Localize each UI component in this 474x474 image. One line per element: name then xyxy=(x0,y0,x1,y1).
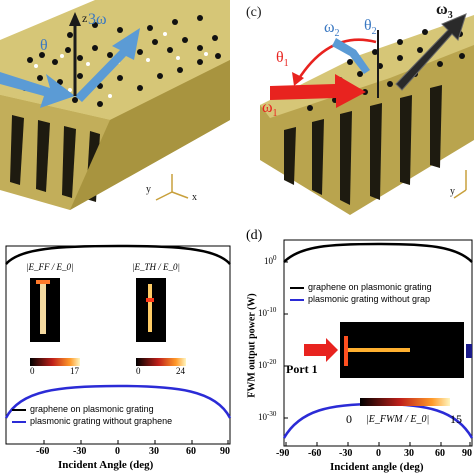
inset-th-label: |E_TH / E_0| xyxy=(132,262,180,272)
panel-b-xtick-3: 30 xyxy=(149,446,159,457)
panel-c-figure: (c) ω2 θ2 ω3 θ1 ω1 y xyxy=(240,0,474,222)
ff-cbar-max: 17 xyxy=(70,366,79,376)
y-axis-label: y xyxy=(146,184,151,195)
ff-colorbar xyxy=(30,358,80,366)
omega1-beam-arrow xyxy=(270,74,366,108)
incident-beam-arrow xyxy=(0,72,75,108)
theta-label: θ xyxy=(40,37,48,54)
series-no-graphene-curve xyxy=(4,384,232,419)
output-beam-arrow xyxy=(75,28,140,102)
panel-d-xtick-3: 0 xyxy=(376,448,381,459)
grating-slots-c xyxy=(284,85,442,205)
series-graphene-curve xyxy=(5,244,231,265)
panel-b-xtick-2: 0 xyxy=(115,446,120,457)
panel-b-svg xyxy=(4,244,232,445)
port1-label: Port 1 xyxy=(286,362,318,376)
panel-d-chart: (d) FWM output power (W) 100 10-10 10-20… xyxy=(240,226,474,474)
panel-d-xtick-2: -30 xyxy=(339,448,353,459)
panel-a-illustration: z θ 3ω y x xyxy=(0,0,230,222)
panel-a-figure: z θ 3ω y x xyxy=(0,0,230,222)
panel-b-xtick-5: 90 xyxy=(220,446,230,457)
th-cbar-min: 0 xyxy=(136,366,141,376)
panel-b-xtick-4: 60 xyxy=(186,446,196,457)
fwm-colorbar xyxy=(360,398,450,406)
legend-entry-graphene: graphene on plasmonic grating xyxy=(30,404,154,414)
d-legend-entry-graphene: graphene on plasmonic grating xyxy=(308,282,432,292)
d-legend-entry-no-graphene: plasmonic grating without grap xyxy=(308,294,431,304)
omega3-label: 3ω xyxy=(88,11,107,28)
panel-d-tag: (d) xyxy=(246,228,263,243)
omega2-label: ω2 xyxy=(324,19,340,39)
panel-b-xtick-1: -30 xyxy=(73,446,87,457)
x-axis-label: x xyxy=(192,192,197,203)
fwm-series-graphene-curve xyxy=(283,242,473,263)
legend-entry-no-graphene: plasmonic grating without graphene xyxy=(30,416,173,426)
panel-c-illustration: (c) ω2 θ2 ω3 θ1 ω1 y xyxy=(240,0,474,222)
panel-b-xtick-0: -60 xyxy=(36,446,50,457)
panel-d-xtick-4: 30 xyxy=(404,448,414,459)
axes-icon xyxy=(155,174,189,201)
panel-d-xlabel: Incident angle (deg) xyxy=(330,461,424,473)
fwm-cbar-max: 15 xyxy=(450,412,462,426)
panel-d-svg xyxy=(282,239,474,447)
panel-d-ytick-3: 10-30 xyxy=(258,410,277,422)
panel-d-xtick-1: -60 xyxy=(308,448,322,459)
panel-d-xtick-5: 60 xyxy=(435,448,445,459)
panel-d-ytick-1: 10-10 xyxy=(258,306,277,318)
z-label: z xyxy=(82,11,87,25)
panel-d-ytick-2: 10-20 xyxy=(258,358,277,370)
th-colorbar xyxy=(136,358,186,366)
inset-ff-label: |E_FF / E_0| xyxy=(26,262,74,272)
theta1-label: θ1 xyxy=(276,49,289,69)
omega1-label: ω1 xyxy=(262,99,278,119)
z-axis-arrowhead xyxy=(69,12,81,26)
port1-arrow xyxy=(304,338,338,362)
axes-icon-c xyxy=(453,170,467,199)
panel-d-ytick-0: 100 xyxy=(264,254,277,266)
panel-b-plot-area xyxy=(5,245,231,445)
graphene-texture xyxy=(22,15,221,107)
omega3-label-c: ω3 xyxy=(436,1,453,21)
panel-b-xlabel: Incident Angle (deg) xyxy=(58,459,154,471)
panel-d-ylabel: FWM output power (W) xyxy=(246,293,258,398)
omega2-beam-arrow xyxy=(332,38,370,74)
omega3-beam-arrow xyxy=(395,13,467,91)
panel-d-xtick-6: 90 xyxy=(462,448,472,459)
panel-d-xtick-0: -90 xyxy=(276,448,290,459)
panel-c-tag: (c) xyxy=(246,5,262,20)
theta2-label: θ2 xyxy=(364,17,377,37)
fwm-cbar-min: 0 xyxy=(346,412,352,426)
th-cbar-max: 24 xyxy=(176,366,185,376)
y-axis-label-c: y xyxy=(450,186,455,197)
ff-cbar-min: 0 xyxy=(30,366,35,376)
panel-b-chart: |E_FF / E_0| |E_TH / E_0| 0 17 0 24 grap… xyxy=(0,226,236,474)
fwm-cbar-label: |E_FWM / E_0| xyxy=(366,414,430,425)
